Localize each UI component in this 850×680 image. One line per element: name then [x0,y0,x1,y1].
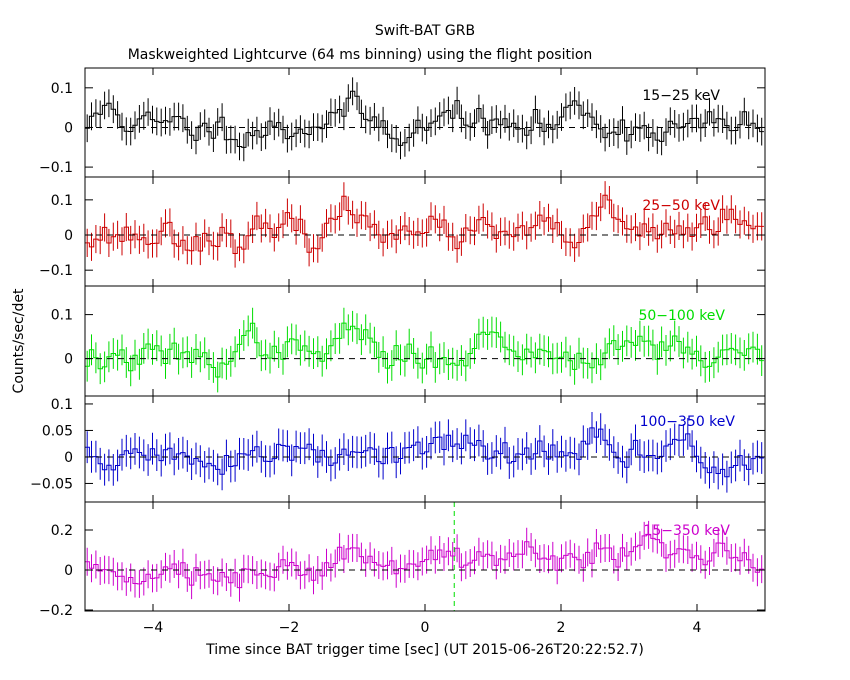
lightcurve-data [85,412,764,493]
step-histogram [85,427,764,478]
panel-3: 0 0.1 50−100 keV [51,285,766,397]
energy-band-label: 50−100 keV [638,308,725,324]
panel-1: −0.1 0 0.1 15−25 keV [39,67,766,178]
step-histogram [85,194,764,254]
y-tick-label: 0.1 [51,308,73,324]
y-tick-label: 0.1 [51,81,73,97]
x-tick-label: 0 [421,620,430,636]
y-tick-label: 0.05 [42,423,73,439]
energy-band-label: 15−25 keV [642,88,720,104]
y-tick-label: 0 [64,228,73,244]
chart-subtitle: Maskweighted Lightcurve (64 ms binning) … [128,47,593,63]
energy-band-label: 100−350 keV [640,414,736,430]
energy-band-label: 25−50 keV [642,198,720,214]
panel-frame [84,176,766,287]
y-tick-label: −0.05 [30,476,73,492]
y-tick-label: 0.1 [51,193,73,209]
y-tick-label: 0.1 [51,397,73,413]
y-tick-label: −0.1 [39,160,73,176]
lightcurve-data [85,181,764,268]
step-histogram [85,534,764,589]
x-tick-label: −4 [143,620,164,636]
y-tick-label: 0.2 [51,523,73,539]
y-tick-label: −0.2 [39,603,73,619]
lightcurve-data [85,307,764,393]
energy-band-label: 15−350 keV [643,523,730,539]
x-tick-label: 4 [693,620,702,636]
y-tick-label: 0 [64,563,73,579]
step-histogram [85,90,764,148]
panel-5: −0.2 0 0.2 15−350 keV [39,501,766,619]
error-bars [86,181,763,268]
panels-group: −0.1 0 0.1 15−25 keV −0.1 0 0.1 25−50 keV 0 0.1 50… [30,67,766,636]
panel-4: −0.05 0 0.05 0.1 100−350 keV [30,395,766,503]
chart-title: Swift-BAT GRB [375,23,475,39]
panel-2: −0.1 0 0.1 25−50 keV [39,176,766,287]
lightcurve-data [85,520,764,602]
y-tick-label: 0 [64,450,73,466]
y-tick-label: 0 [64,120,73,136]
y-axis-label: Counts/sec/det [11,288,27,393]
y-tick-label: 0 [64,352,73,368]
y-tick-label: −0.1 [39,263,73,279]
x-tick-label: −2 [279,620,300,636]
panel-frame [84,501,766,612]
x-axis-label: Time since BAT trigger time [sec] (UT 20… [205,642,644,658]
step-histogram [85,322,764,378]
x-tick-label: 2 [557,620,566,636]
lightcurve-data [85,77,764,162]
